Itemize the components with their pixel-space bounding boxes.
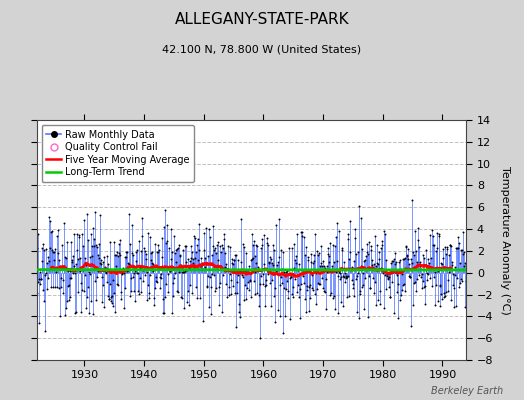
Text: Berkeley Earth: Berkeley Earth bbox=[431, 386, 503, 396]
Legend: Raw Monthly Data, Quality Control Fail, Five Year Moving Average, Long-Term Tren: Raw Monthly Data, Quality Control Fail, … bbox=[41, 125, 194, 182]
Text: ALLEGANY-STATE-PARK: ALLEGANY-STATE-PARK bbox=[174, 12, 350, 27]
Text: 42.100 N, 78.800 W (United States): 42.100 N, 78.800 W (United States) bbox=[162, 44, 362, 54]
Y-axis label: Temperature Anomaly (°C): Temperature Anomaly (°C) bbox=[500, 166, 510, 314]
